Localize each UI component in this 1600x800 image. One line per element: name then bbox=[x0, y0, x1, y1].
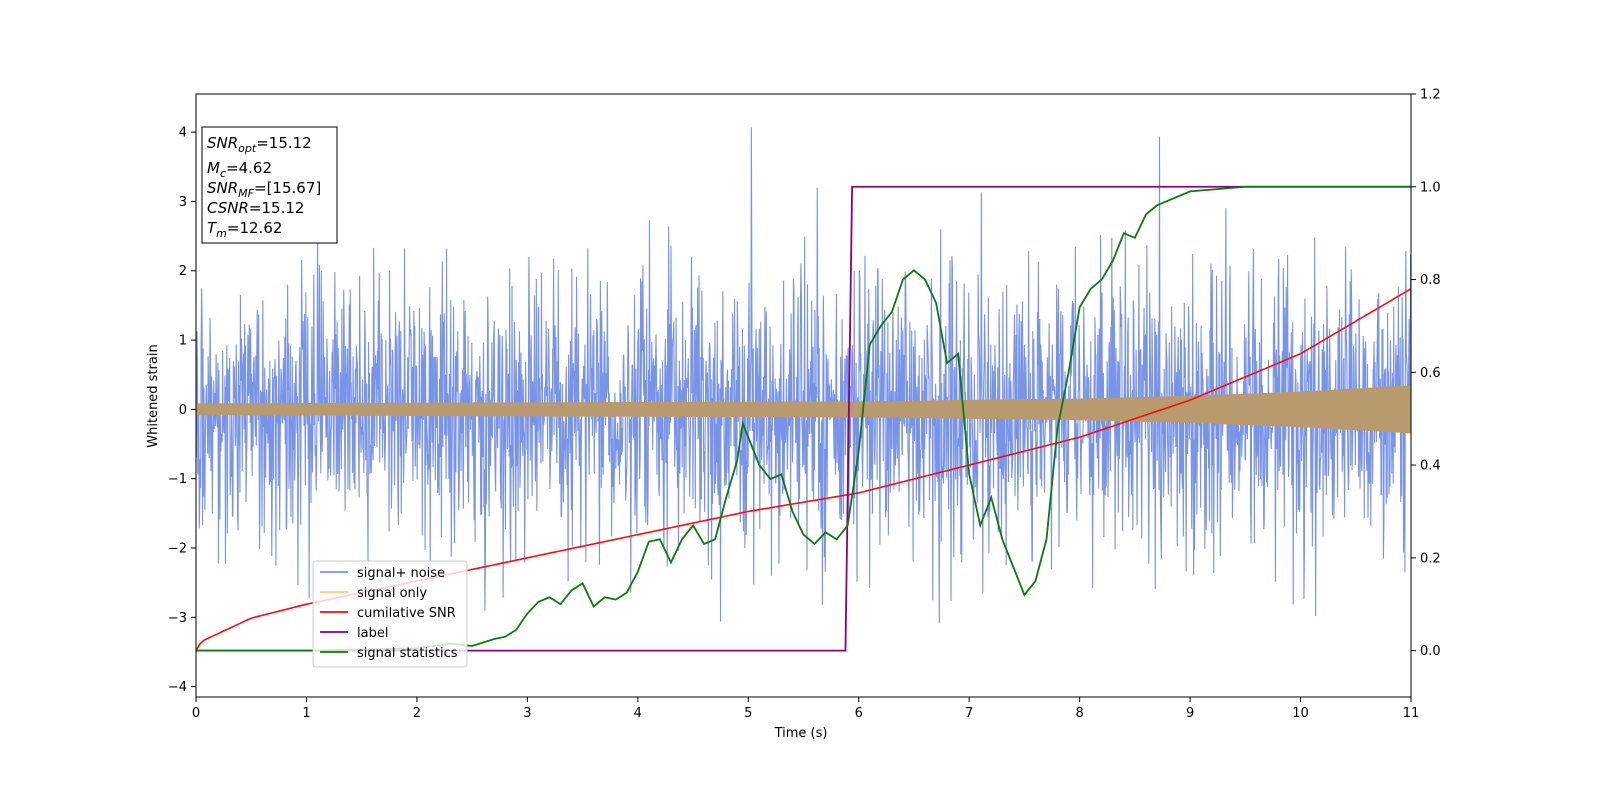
y-right-tick-label: 0.4 bbox=[1420, 459, 1441, 474]
y-left-tick-label: 3 bbox=[179, 195, 187, 210]
series-signal-noise-line bbox=[196, 127, 1411, 624]
series-label-line bbox=[196, 185, 1411, 652]
y-right-tick-label: 0.2 bbox=[1420, 551, 1441, 566]
y-axis-label: Whitened strain bbox=[146, 344, 161, 447]
annotation-csnr: CSNR=15.12 bbox=[207, 199, 304, 217]
annotation-mc: Mc=4.62 bbox=[207, 159, 272, 180]
x-tick-label: 0 bbox=[192, 706, 200, 721]
annotation-snr-opt: SNRopt=15.12 bbox=[207, 134, 312, 155]
x-tick-label: 4 bbox=[634, 706, 642, 721]
y-left-tick-label: 4 bbox=[179, 126, 187, 141]
annotation-tm: Tm=12.62 bbox=[207, 219, 282, 240]
plot-frame bbox=[195, 93, 1412, 698]
x-tick-label: 1 bbox=[302, 706, 310, 721]
x-tick-label: 10 bbox=[1292, 706, 1309, 721]
legend-entry-label: label bbox=[357, 626, 388, 641]
series-signal-only-line bbox=[196, 385, 1411, 434]
y-right-tick-label: 0.6 bbox=[1420, 366, 1441, 381]
x-axis: 0 1 2 3 4 5 6 7 8 9 10 11 bbox=[192, 697, 1419, 721]
x-tick-label: 3 bbox=[523, 706, 531, 721]
x-tick-label: 6 bbox=[855, 706, 863, 721]
annotation-snr-mf: SNRMF=[15.67] bbox=[207, 179, 321, 200]
y-left-tick-label: 2 bbox=[179, 264, 187, 279]
y-axis-right: 0.0 0.2 0.4 0.6 0.8 1.0 1.2 bbox=[1411, 88, 1441, 659]
y-left-tick-label: −2 bbox=[168, 541, 187, 556]
y-left-tick-label: −4 bbox=[168, 680, 187, 695]
annotation-box: SNRopt=15.12 Mc=4.62 SNRMF=[15.67] CSNR=… bbox=[201, 126, 338, 244]
legend-entry-cumulative-snr: cumilative SNR bbox=[357, 606, 456, 621]
x-axis-label: Time (s) bbox=[774, 726, 828, 741]
y-left-tick-label: −1 bbox=[168, 472, 187, 487]
y-left-tick-label: 1 bbox=[179, 334, 187, 349]
y-right-tick-label: 0.0 bbox=[1420, 644, 1441, 659]
y-left-tick-label: −3 bbox=[168, 611, 187, 626]
series-signal-statistics-line bbox=[196, 185, 1411, 652]
x-tick-label: 9 bbox=[1186, 706, 1194, 721]
y-left-tick-label: 0 bbox=[179, 403, 187, 418]
legend-entry-signal-statistics: signal statistics bbox=[357, 646, 458, 661]
y-right-tick-label: 1.2 bbox=[1420, 88, 1441, 103]
x-tick-label: 7 bbox=[965, 706, 973, 721]
y-right-tick-label: 1.0 bbox=[1420, 180, 1441, 195]
x-tick-label: 8 bbox=[1075, 706, 1083, 721]
legend-entry-signal-noise: signal+ noise bbox=[357, 566, 445, 581]
x-tick-label: 2 bbox=[413, 706, 421, 721]
legend-entry-signal-only: signal only bbox=[357, 586, 427, 601]
x-tick-label: 5 bbox=[744, 706, 752, 721]
legend-frame bbox=[312, 560, 468, 668]
y-right-tick-label: 0.8 bbox=[1420, 273, 1441, 288]
y-axis-left: −4 −3 −2 −1 0 1 2 3 4 bbox=[168, 126, 196, 695]
x-tick-label: 11 bbox=[1403, 706, 1420, 721]
legend: signal+ noise signal only cumilative SNR… bbox=[312, 560, 468, 668]
